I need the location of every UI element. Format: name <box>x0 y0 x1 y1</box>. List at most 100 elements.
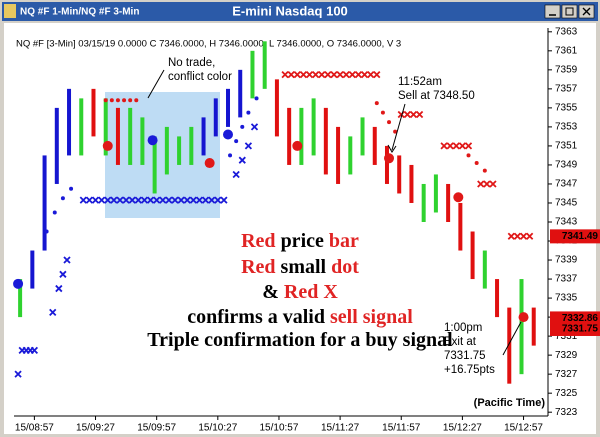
x-marker <box>110 196 118 204</box>
chart-area <box>4 23 596 434</box>
price-bar <box>495 279 500 318</box>
price-bar <box>91 88 96 137</box>
x-marker <box>489 180 497 188</box>
y-tick-label: 7355 <box>555 103 578 114</box>
x-marker <box>85 196 94 204</box>
price-bar <box>458 202 463 251</box>
x-marker <box>208 196 216 204</box>
small-dot <box>374 101 379 106</box>
x-marker <box>415 110 424 119</box>
minimize-button[interactable] <box>544 4 561 19</box>
y-tick-label: 7339 <box>555 255 578 266</box>
small-dot <box>103 98 108 103</box>
x-marker <box>201 196 210 204</box>
x-marker <box>183 196 191 204</box>
caption-line: confirms a valid sell signal <box>187 306 413 328</box>
price-bar <box>336 126 341 184</box>
caption-segment: Red <box>241 256 275 278</box>
y-tick-label: 7363 <box>555 26 578 37</box>
signal-dot <box>147 135 158 146</box>
y-tick-label: 7357 <box>555 84 578 95</box>
price-bar <box>287 107 292 165</box>
annotation-pointer <box>502 321 522 356</box>
app-icon <box>4 4 16 18</box>
x-marker <box>336 70 344 79</box>
price-bar <box>446 183 451 222</box>
x-marker <box>464 142 473 150</box>
x-marker <box>165 196 173 204</box>
small-dot <box>134 98 139 103</box>
x-marker <box>104 196 112 204</box>
price-tag <box>550 311 600 326</box>
chart-title: E-mini Nasdaq 100 <box>232 3 348 18</box>
x-marker <box>318 70 326 79</box>
x-marker <box>299 70 308 79</box>
small-dot <box>254 96 259 101</box>
y-tick-label: 7323 <box>555 407 578 418</box>
price-bar <box>18 279 23 318</box>
y-tick-label: 7351 <box>555 141 578 152</box>
x-marker <box>507 232 515 240</box>
price-bar <box>519 279 524 375</box>
x-marker <box>140 196 149 204</box>
price-bar <box>470 231 475 280</box>
x-marker <box>360 70 369 79</box>
annotation: 1:00pm <box>444 322 482 334</box>
x-marker <box>232 170 240 179</box>
x-marker <box>177 196 185 204</box>
x-marker <box>519 232 528 240</box>
x-marker <box>214 196 222 204</box>
timezone-label: (Pacific Time) <box>474 397 546 409</box>
small-dot <box>466 153 471 158</box>
caption-segment: confirms a valid <box>187 306 330 328</box>
annotation: No trade, <box>168 57 215 69</box>
annotation: +16.75pts <box>444 364 495 376</box>
y-tick-label: 7327 <box>555 369 578 380</box>
caption-segment: & <box>262 281 284 303</box>
price-bar <box>482 250 487 289</box>
price-bar <box>177 136 182 165</box>
y-tick-label: 7329 <box>555 350 578 361</box>
small-dot <box>122 98 127 103</box>
x-tick-label: 15/08:57 <box>15 423 54 434</box>
maximize-button[interactable] <box>561 4 578 19</box>
x-marker <box>171 196 179 204</box>
caption-segment: sell signal <box>330 306 413 328</box>
price-bar <box>42 155 47 251</box>
price-bar <box>115 107 120 165</box>
x-marker <box>452 142 460 150</box>
x-tick-label: 15/10:27 <box>198 423 237 434</box>
annotation-arrowhead <box>387 144 397 153</box>
x-marker <box>79 196 87 204</box>
caption-line: Red small dot <box>241 256 359 278</box>
x-marker <box>281 70 289 79</box>
small-dot <box>240 124 245 129</box>
x-marker <box>483 180 491 188</box>
x-tick-label: 15/11:27 <box>321 423 360 434</box>
price-bar <box>250 50 255 99</box>
x-marker <box>238 156 246 164</box>
x-marker <box>403 110 412 119</box>
x-marker <box>59 270 67 278</box>
caption-line: Triple confirmation for a buy signal <box>147 329 453 351</box>
x-marker <box>342 70 350 79</box>
price-bar <box>140 117 145 165</box>
price-bar <box>103 98 108 156</box>
window-controls[interactable] <box>544 4 595 19</box>
x-marker <box>159 196 167 204</box>
small-dot <box>60 196 65 201</box>
price-bar <box>531 307 536 346</box>
small-dot <box>246 110 251 115</box>
price-bar <box>360 117 365 156</box>
signal-dot <box>102 140 113 151</box>
x-marker <box>293 70 301 79</box>
caption-segment: Triple confirmation for a buy signal <box>147 329 453 351</box>
price-tag-label: 7331.75 <box>562 324 599 335</box>
small-dot <box>115 98 120 103</box>
caption-line: Red price bar <box>241 230 359 252</box>
y-tick-label: 7361 <box>555 45 578 56</box>
x-marker <box>287 70 295 79</box>
x-marker <box>458 142 467 150</box>
price-bar <box>323 107 328 175</box>
y-tick-label: 7345 <box>555 198 578 209</box>
